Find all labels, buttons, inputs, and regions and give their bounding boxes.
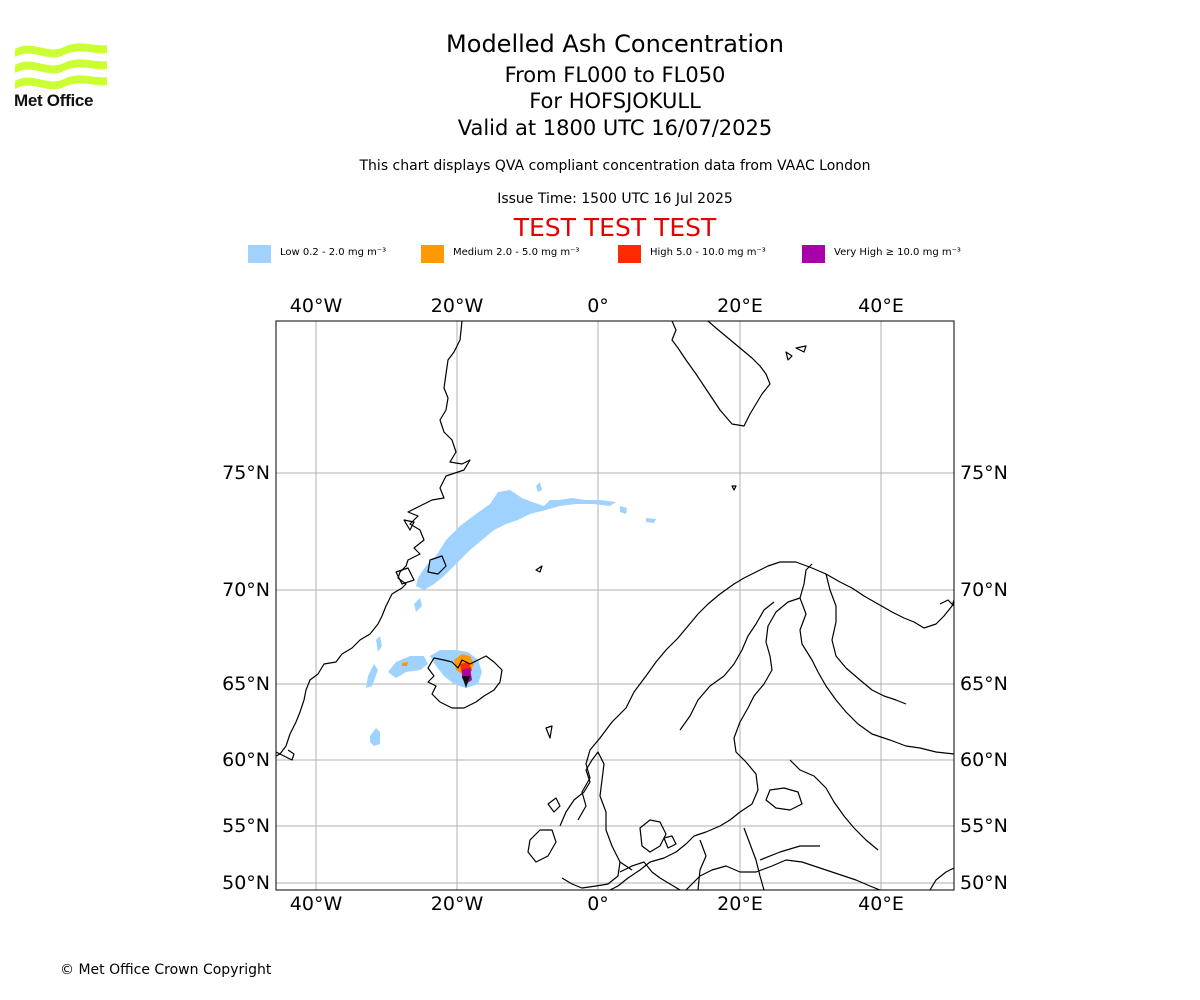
lat-label-right: 50°N xyxy=(960,872,1008,894)
lon-label-bottom: 0° xyxy=(587,893,609,915)
met-office-logo-icon xyxy=(15,43,107,90)
issue-time: Issue Time: 1500 UTC 16 Jul 2025 xyxy=(497,191,733,207)
lat-label-right: 70°N xyxy=(960,579,1008,601)
logo-text: Met Office xyxy=(14,91,94,110)
lon-label-top: 20°E xyxy=(717,295,763,317)
lat-label-left: 65°N xyxy=(222,673,270,695)
lat-label-left: 75°N xyxy=(222,462,270,484)
legend-swatch-low xyxy=(248,245,271,263)
lon-label-top: 40°W xyxy=(290,295,343,317)
legend-label-very-high: Very High ≥ 10.0 mg m⁻³ xyxy=(834,247,961,258)
map-axis-labels: 40°W 20°W 0° 20°E 40°E 40°W 20°W 0° 20°E… xyxy=(222,295,1008,915)
lon-label-top: 40°E xyxy=(858,295,904,317)
map-frame xyxy=(275,320,955,891)
lon-label-bottom: 40°W xyxy=(290,893,343,915)
volcano-location: For HOFSJOKULL xyxy=(529,89,701,113)
map-canvas xyxy=(276,321,954,890)
chart-description: This chart displays QVA compliant concen… xyxy=(359,158,871,174)
lat-label-left: 50°N xyxy=(222,872,270,894)
lon-label-bottom: 20°W xyxy=(431,893,484,915)
lon-label-top: 20°W xyxy=(431,295,484,317)
valid-time: Valid at 1800 UTC 16/07/2025 xyxy=(457,116,773,140)
volcano-marker-icon xyxy=(462,676,470,688)
legend-label-low: Low 0.2 - 2.0 mg m⁻³ xyxy=(280,247,387,258)
lon-label-bottom: 20°E xyxy=(717,893,763,915)
lat-label-right: 65°N xyxy=(960,673,1008,695)
flight-level-range: From FL000 to FL050 xyxy=(504,63,726,87)
lon-label-top: 0° xyxy=(587,295,609,317)
coastlines xyxy=(276,321,954,890)
lat-label-left: 60°N xyxy=(222,749,270,771)
map-gridlines xyxy=(276,321,954,890)
lat-label-right: 60°N xyxy=(960,749,1008,771)
lon-label-bottom: 40°E xyxy=(858,893,904,915)
legend-swatch-high xyxy=(618,245,641,263)
lat-label-left: 55°N xyxy=(222,815,270,837)
lat-label-right: 75°N xyxy=(960,462,1008,484)
legend-swatch-very-high xyxy=(802,245,825,263)
chart-title: Modelled Ash Concentration xyxy=(446,30,784,58)
lat-label-left: 70°N xyxy=(222,579,270,601)
legend-label-medium: Medium 2.0 - 5.0 mg m⁻³ xyxy=(453,247,580,258)
legend-swatch-medium xyxy=(421,245,444,263)
lat-label-right: 55°N xyxy=(960,815,1008,837)
copyright-footer: © Met Office Crown Copyright xyxy=(60,962,272,978)
test-banner: TEST TEST TEST xyxy=(513,213,717,242)
legend-label-high: High 5.0 - 10.0 mg m⁻³ xyxy=(650,247,766,258)
